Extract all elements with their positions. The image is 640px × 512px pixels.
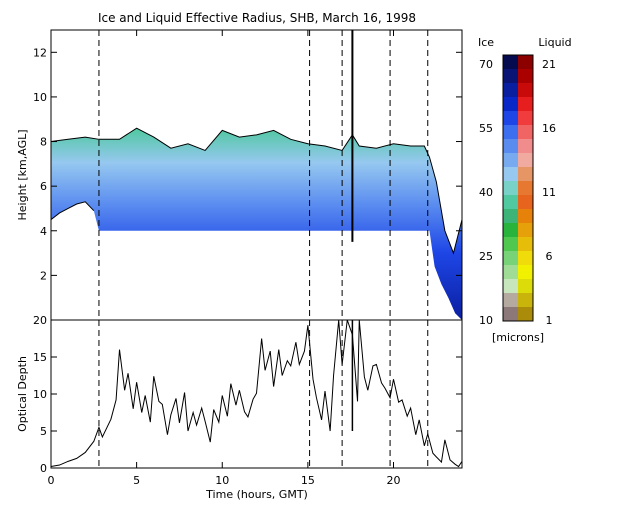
optical-depth-tick-label: 10: [33, 388, 47, 401]
ice-color-swatch: [503, 181, 518, 196]
liquid-tick-label: 11: [542, 186, 556, 199]
liquid-color-swatch: [518, 111, 533, 126]
ice-color-swatch: [503, 125, 518, 140]
liquid-color-bar: [502, 54, 534, 322]
liquid-color-swatch: [518, 209, 533, 224]
liquid-tick-label: 16: [542, 122, 556, 135]
liquid-color-swatch: [518, 153, 533, 168]
liquid-color-swatch: [518, 293, 533, 308]
optical-depth-tick-label: 0: [40, 462, 47, 475]
liquid-color-swatch: [518, 237, 533, 252]
height-tick-label: 10: [33, 91, 47, 104]
optical-depth-axis-label: Optical Depth: [16, 356, 29, 432]
ice-color-swatch: [503, 265, 518, 280]
ice-color-swatch: [503, 153, 518, 168]
radius-panel: 2 4 6 8 10 12 Height [km,AGL]: [16, 29, 463, 321]
liquid-color-swatch: [518, 195, 533, 210]
time-tick-label: 10: [215, 474, 229, 487]
liquid-color-swatch: [518, 251, 533, 266]
optical-depth-tick-label: 15: [33, 351, 47, 364]
time-tick-label: 5: [133, 474, 140, 487]
time-tick-label: 20: [387, 474, 401, 487]
liquid-color-swatch: [518, 223, 533, 238]
liquid-color-swatch: [518, 181, 533, 196]
event-lines-top: [98, 30, 429, 320]
ice-color-swatch: [503, 139, 518, 154]
cloud-top-outline: [51, 127, 462, 255]
optical-depth-tick-label: 20: [33, 314, 47, 327]
ice-tick-label: 40: [479, 186, 493, 199]
time-tick-label: 15: [301, 474, 315, 487]
chart-title: Ice and Liquid Effective Radius, SHB, Ma…: [98, 11, 416, 25]
liquid-color-swatch: [518, 265, 533, 280]
ice-color-swatch: [503, 97, 518, 112]
liquid-color-swatch: [518, 83, 533, 98]
color-scale: Ice Liquid 70 55 40 25 10 21 16 11 6 1 [microns]: [478, 36, 572, 344]
liquid-color-swatch: [518, 55, 533, 70]
liquid-color-swatch: [518, 125, 533, 140]
time-axis-label: Time (hours, GMT): [205, 488, 308, 501]
ice-color-swatch: [503, 195, 518, 210]
ice-color-swatch: [503, 167, 518, 182]
ice-color-swatch: [503, 251, 518, 266]
liquid-color-swatch: [518, 167, 533, 182]
liquid-color-swatch: [518, 279, 533, 294]
height-axis-label: Height [km,AGL]: [16, 129, 29, 220]
ice-tick-label: 70: [479, 58, 493, 71]
ice-color-swatch: [503, 223, 518, 238]
ice-color-swatch: [503, 69, 518, 84]
height-tick-label: 12: [33, 46, 47, 59]
liquid-scale-label: Liquid: [538, 36, 571, 49]
liquid-color-swatch: [518, 69, 533, 84]
height-tick-label: 6: [40, 180, 47, 193]
time-tick-label: 0: [48, 474, 55, 487]
ice-color-swatch: [503, 209, 518, 224]
ice-color-swatch: [503, 55, 518, 70]
time-axis: 0 5 10 15 20: [48, 30, 401, 487]
ice-color-swatch: [503, 293, 518, 308]
color-scale-ticks: 70 55 40 25 10 21 16 11 6 1: [479, 58, 556, 327]
ice-tick-label: 55: [479, 122, 493, 135]
ice-color-swatch: [503, 83, 518, 98]
units-label: [microns]: [492, 331, 544, 344]
liquid-color-swatch: [518, 307, 533, 322]
optical-depth-series: [50, 319, 463, 468]
ice-tick-label: 25: [479, 250, 493, 263]
height-tick-label: 8: [40, 136, 47, 149]
height-tick-label: 4: [40, 225, 47, 238]
event-lines-bottom: [98, 320, 429, 468]
liquid-color-swatch: [518, 139, 533, 154]
ice-color-swatch: [503, 237, 518, 252]
optical-depth-axis: 0 5 10 15 20: [33, 314, 462, 475]
liquid-tick-label: 1: [546, 314, 553, 327]
liquid-tick-label: 21: [542, 58, 556, 71]
optical-depth-tick-label: 5: [40, 425, 47, 438]
liquid-color-swatch: [518, 97, 533, 112]
color-bar-frame: [502, 54, 534, 322]
ice-color-swatch: [503, 111, 518, 126]
ice-scale-label: Ice: [478, 36, 494, 49]
liquid-tick-label: 6: [546, 250, 553, 263]
optical-depth-panel: 0 5 10 15 20 0 5 10 15 20 Optical Depth Time (ho…: [16, 30, 463, 501]
ice-color-swatch: [503, 307, 518, 322]
height-tick-label: 2: [40, 269, 47, 282]
ice-tick-label: 10: [479, 314, 493, 327]
ice-color-bar: [503, 55, 518, 322]
cloud-base-outline: [51, 201, 95, 221]
ice-color-swatch: [503, 279, 518, 294]
cloud-region: [51, 128, 462, 320]
height-axis: 2 4 6 8 10 12: [33, 46, 462, 282]
